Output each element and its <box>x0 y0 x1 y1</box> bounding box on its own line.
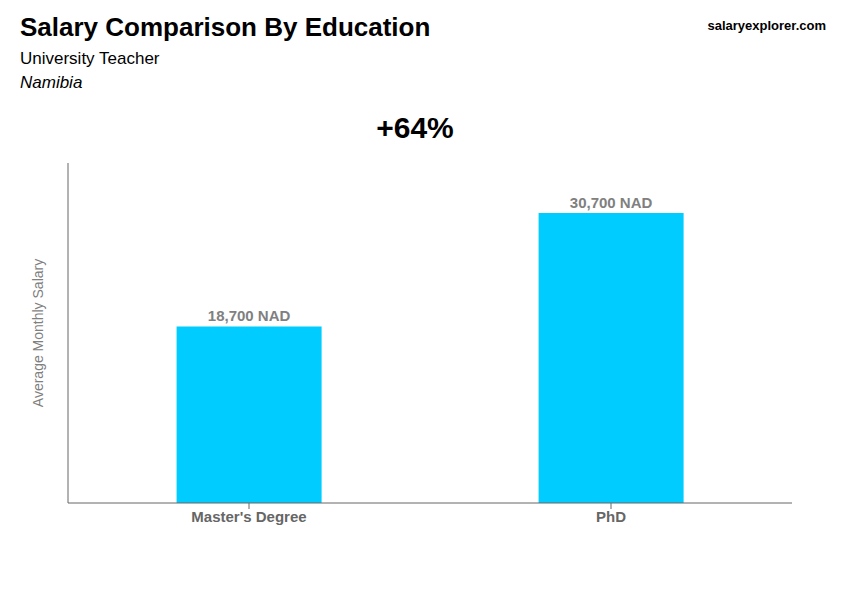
html-text:salaryexplorer.com: salaryexplorer.com <box>707 18 826 33</box>
svg-text:PhD: PhD <box>596 508 626 525</box>
svg-text:18,700 NAD: 18,700 NAD <box>208 307 291 324</box>
svg-text:30,700 NAD: 30,700 NAD <box>570 194 653 211</box>
html-text:+64%: +64% <box>376 111 454 144</box>
html-text:Salary Comparison By Education: Salary Comparison By Education <box>20 12 431 42</box>
svg-text:Master's Degree: Master's Degree <box>191 508 306 525</box>
svg-text:Average Monthly Salary: Average Monthly Salary <box>30 259 46 407</box>
html-text:Namibia: Namibia <box>20 73 83 92</box>
html-text:University Teacher: University Teacher <box>20 49 160 68</box>
